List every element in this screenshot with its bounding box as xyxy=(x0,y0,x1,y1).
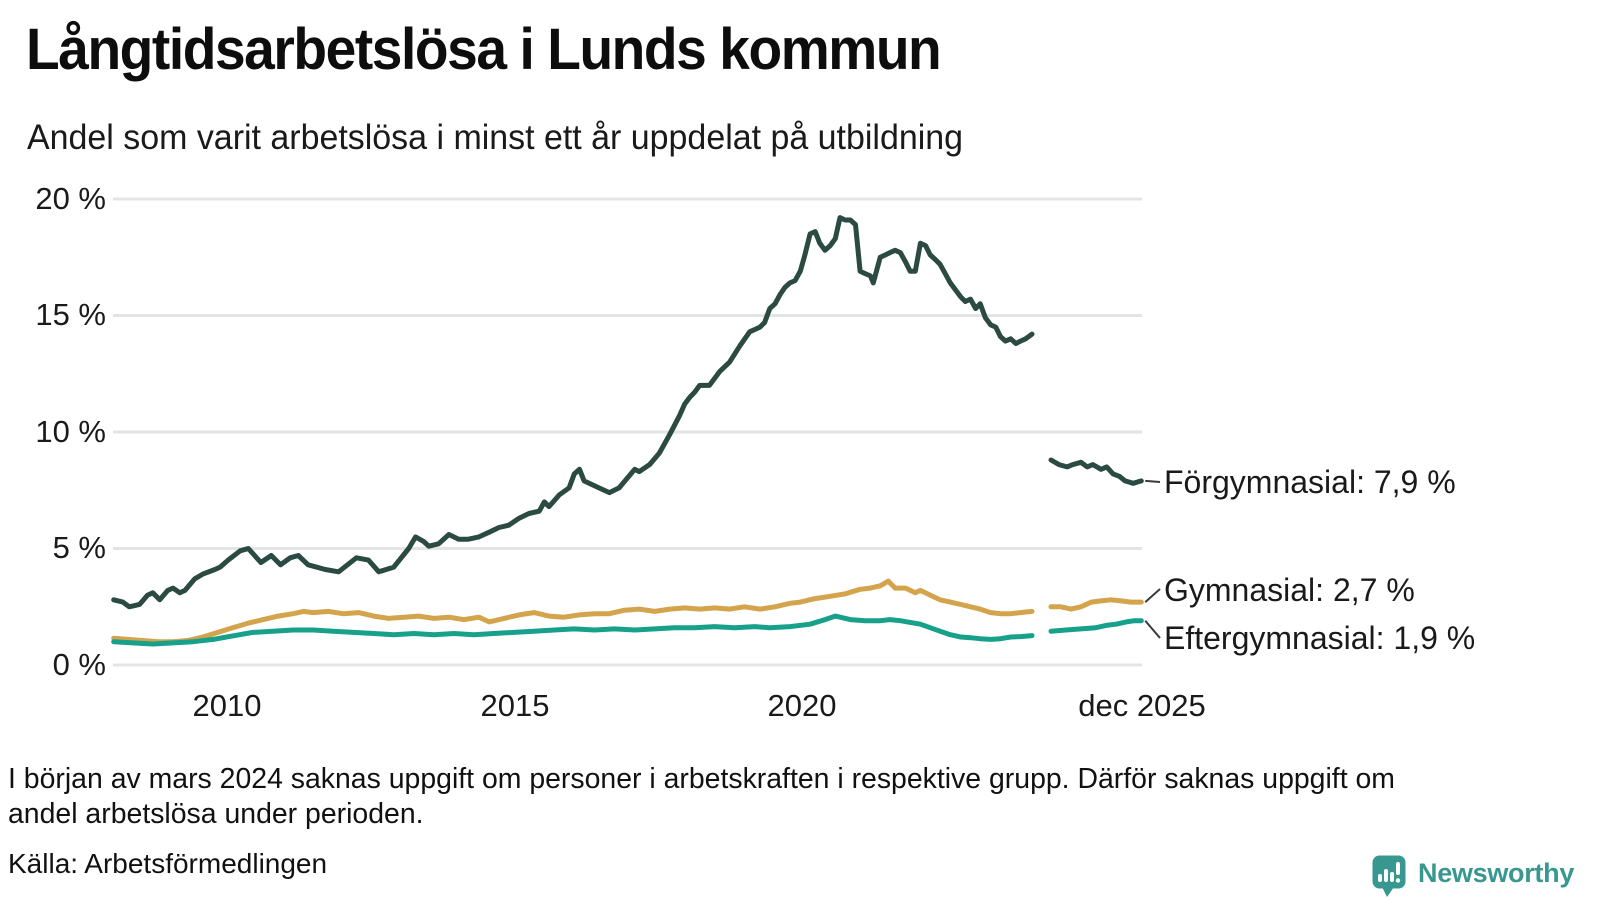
newsworthy-logo-text: Newsworthy xyxy=(1418,858,1575,888)
newsworthy-logo: Newsworthy xyxy=(1372,855,1574,897)
label-connector-gymnasial xyxy=(1144,588,1161,603)
y-axis-tick-label-10: 10 % xyxy=(35,414,106,449)
y-axis-tick-label-0: 0 % xyxy=(52,647,106,682)
series-line-gymnasial-seg0 xyxy=(111,578,1035,645)
x-axis-tick-label-dec-2025: dec 2025 xyxy=(1078,688,1206,723)
label-connector-förgymnasial xyxy=(1145,479,1161,483)
series-line-förgymnasial-seg1 xyxy=(1048,457,1144,486)
footnote-line-2: andel arbetslösa under perioden. xyxy=(8,798,424,830)
source-caption: Källa: Arbetsförmedlingen xyxy=(8,848,328,879)
series-label-forgymnasial: Förgymnasial: 7,9 % xyxy=(1164,464,1456,500)
series-line-gymnasial-seg1 xyxy=(1048,597,1144,612)
page-title: Långtidsarbetslösa i Lunds kommun xyxy=(26,17,942,82)
y-axis-tick-label-20: 20 % xyxy=(35,181,106,216)
chart-subtitle: Andel som varit arbetslösa i minst ett å… xyxy=(27,118,964,157)
series-line-eftergymnasial-seg0 xyxy=(111,613,1035,647)
footnote-line-1: I början av mars 2024 saknas uppgift om … xyxy=(8,763,1395,795)
x-axis-tick-label-2020: 2020 xyxy=(767,688,837,723)
y-axis-tick-label-15: 15 % xyxy=(35,297,106,332)
newsworthy-logo-icon xyxy=(1372,855,1406,897)
x-axis-tick-label-2010: 2010 xyxy=(192,688,262,723)
series-line-eftergymnasial-seg1 xyxy=(1048,618,1144,634)
y-axis-tick-label-5: 5 % xyxy=(52,530,106,565)
series-label-gymnasial: Gymnasial: 2,7 % xyxy=(1164,572,1415,608)
series-label-eftergymnasial: Eftergymnasial: 1,9 % xyxy=(1164,620,1476,656)
series-line-förgymnasial-seg0 xyxy=(111,215,1035,610)
label-connector-eftergymnasial xyxy=(1144,620,1161,639)
x-axis-tick-label-2015: 2015 xyxy=(480,688,550,723)
footnote: I början av mars 2024 saknas uppgift om … xyxy=(8,762,1395,832)
